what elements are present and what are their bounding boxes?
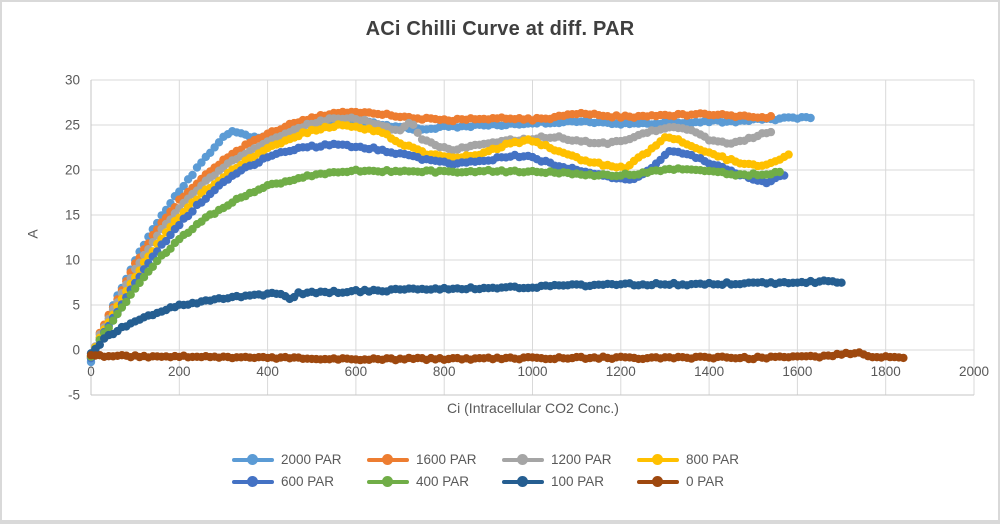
legend-item-800-par[interactable]: 800 PAR: [637, 452, 768, 467]
legend-label: 1600 PAR: [416, 452, 477, 467]
legend-item-600-par[interactable]: 600 PAR: [232, 474, 363, 489]
chart-title: ACi Chilli Curve at diff. PAR: [365, 18, 635, 40]
y-tick-label: 0: [72, 343, 80, 358]
legend-marker-icon: [637, 476, 679, 488]
y-tick-label: 10: [65, 253, 80, 268]
legend-label: 800 PAR: [686, 452, 740, 467]
legend-marker-icon: [502, 454, 544, 466]
legend-row-2: 600 PAR 400 PAR 100 PAR 0 PAR: [232, 474, 768, 489]
legend-marker-icon: [367, 454, 409, 466]
legend-item-1600-par[interactable]: 1600 PAR: [367, 452, 498, 467]
legend-label: 100 PAR: [551, 474, 605, 489]
x-tick-label: 200: [168, 364, 191, 379]
y-tick-label: 20: [65, 163, 80, 178]
legend: 2000 PAR 1600 PAR 1200 PAR 800 PAR 600 PAR 40…: [2, 452, 998, 489]
x-tick-label: 800: [433, 364, 456, 379]
x-tick-label: 400: [256, 364, 279, 379]
x-axis-title: Ci (Intracellular CO2 Conc.): [447, 400, 619, 416]
x-tick-label: 1800: [871, 364, 901, 379]
legend-label: 400 PAR: [416, 474, 470, 489]
y-tick-label: 30: [65, 73, 80, 88]
y-tick-label: -5: [68, 388, 80, 403]
legend-marker-icon: [232, 454, 274, 466]
x-tick-label: 1600: [782, 364, 812, 379]
x-tick-label: 1400: [694, 364, 724, 379]
x-tick-label: 600: [345, 364, 368, 379]
legend-item-0-par[interactable]: 0 PAR: [637, 474, 768, 489]
y-tick-label: 5: [72, 298, 80, 313]
legend-row-1: 2000 PAR 1600 PAR 1200 PAR 800 PAR: [232, 452, 768, 467]
series-0-par-dots: [86, 348, 908, 365]
legend-marker-icon: [502, 476, 544, 488]
x-tick-label: 2000: [959, 364, 989, 379]
tick-labels: -5 0 5 10 15 20 25 30 0 200 400 600 800 1000 1200 1400 1…: [65, 73, 989, 403]
legend-marker-icon: [637, 454, 679, 466]
legend-label: 600 PAR: [281, 474, 335, 489]
series-100-par-dots: [86, 276, 846, 358]
y-tick-label: 15: [65, 208, 80, 223]
legend-marker-icon: [232, 476, 274, 488]
y-axis-title: A: [24, 229, 41, 239]
legend-label: 0 PAR: [686, 474, 725, 489]
legend-label: 2000 PAR: [281, 452, 342, 467]
legend-item-400-par[interactable]: 400 PAR: [367, 474, 498, 489]
x-tick-label: 0: [87, 364, 95, 379]
series-400-par-dots: [86, 164, 784, 361]
legend-label: 1200 PAR: [551, 452, 612, 467]
x-tick-label: 1000: [517, 364, 547, 379]
legend-item-1200-par[interactable]: 1200 PAR: [502, 452, 633, 467]
x-tick-label: 1200: [606, 364, 636, 379]
legend-item-100-par[interactable]: 100 PAR: [502, 474, 633, 489]
legend-item-2000-par[interactable]: 2000 PAR: [232, 452, 363, 467]
series-800-par-dots: [86, 120, 793, 362]
y-tick-label: 25: [65, 118, 80, 133]
legend-marker-icon: [367, 476, 409, 488]
